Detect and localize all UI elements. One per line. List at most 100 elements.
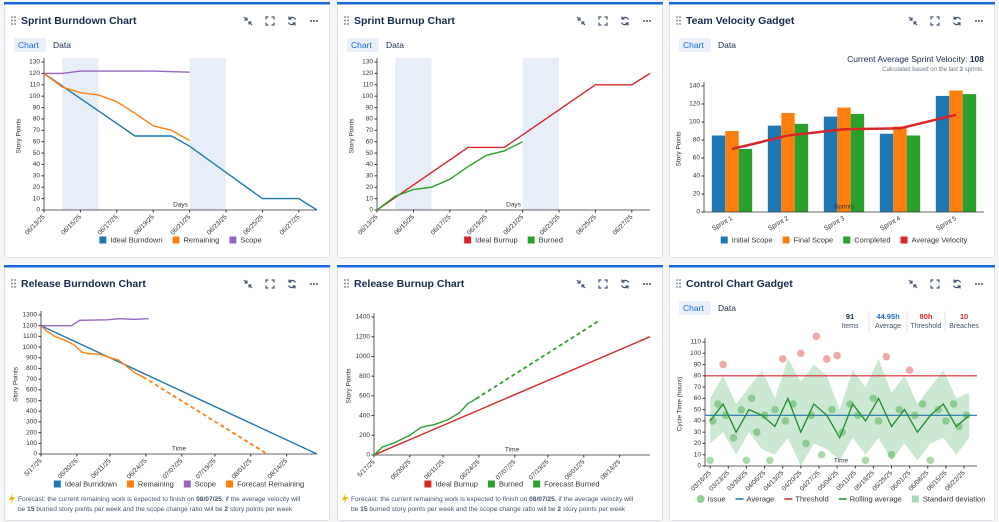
issue-point[interactable] bbox=[747, 394, 756, 403]
legend-entry[interactable]: Issue bbox=[696, 494, 726, 503]
issue-point[interactable] bbox=[789, 400, 797, 408]
legend-label: Rolling average bbox=[850, 494, 902, 503]
legend-entry[interactable]: Forecast Burned bbox=[533, 479, 600, 488]
tab[interactable]: Data bbox=[718, 303, 736, 313]
issue-point[interactable] bbox=[714, 400, 722, 408]
expand-icon[interactable] bbox=[930, 279, 940, 289]
legend-entry[interactable]: Scope bbox=[229, 235, 262, 244]
issue-point[interactable] bbox=[934, 405, 942, 414]
tab[interactable]: Chart bbox=[683, 40, 704, 50]
issue-point[interactable] bbox=[828, 405, 836, 414]
expand-icon[interactable] bbox=[930, 16, 940, 26]
issue-point[interactable] bbox=[887, 450, 896, 459]
issue-point[interactable] bbox=[807, 411, 816, 420]
issue-point[interactable] bbox=[708, 417, 717, 425]
legend-entry[interactable]: Final Scope bbox=[782, 235, 834, 244]
refresh-icon[interactable] bbox=[287, 16, 297, 26]
issue-point[interactable] bbox=[817, 450, 826, 459]
expand-icon[interactable] bbox=[265, 16, 275, 26]
tab-active-bg bbox=[347, 38, 379, 52]
more-icon[interactable] bbox=[643, 283, 651, 285]
legend-entry[interactable]: Ideal Burndown bbox=[99, 235, 162, 244]
issue-point[interactable] bbox=[846, 400, 854, 408]
refresh-icon[interactable] bbox=[952, 16, 962, 26]
tab[interactable]: Chart bbox=[683, 303, 704, 313]
issue-point[interactable] bbox=[869, 394, 878, 403]
issue-point[interactable] bbox=[778, 355, 787, 363]
more-icon[interactable] bbox=[310, 283, 318, 285]
legend-entry[interactable]: Scope bbox=[183, 479, 216, 488]
collapse-icon[interactable] bbox=[576, 279, 586, 289]
issue-point[interactable] bbox=[760, 411, 769, 420]
more-icon[interactable] bbox=[310, 20, 318, 22]
expand-icon[interactable] bbox=[265, 279, 275, 289]
issue-point[interactable] bbox=[918, 400, 927, 408]
more-icon[interactable] bbox=[975, 20, 983, 22]
issue-point[interactable] bbox=[706, 456, 714, 465]
issue-point[interactable] bbox=[895, 405, 904, 414]
legend-symbol bbox=[720, 236, 728, 244]
issue-point[interactable] bbox=[911, 411, 919, 420]
issue-point[interactable] bbox=[822, 355, 831, 363]
legend-entry[interactable]: Initial Scope bbox=[720, 235, 773, 244]
issue-point[interactable] bbox=[882, 352, 891, 361]
collapse-icon[interactable] bbox=[243, 279, 253, 289]
collapse-icon[interactable] bbox=[908, 279, 918, 289]
refresh-icon[interactable] bbox=[287, 279, 297, 289]
tab[interactable]: Chart bbox=[18, 40, 39, 50]
issue-point[interactable] bbox=[874, 417, 883, 425]
y-tick-label: 800 bbox=[26, 365, 37, 372]
legend-entry[interactable]: Average Velocity bbox=[900, 235, 968, 244]
issue-point[interactable] bbox=[719, 360, 727, 369]
legend-entry[interactable]: Rolling average bbox=[838, 494, 902, 503]
issue-point[interactable] bbox=[781, 417, 790, 425]
issue-point[interactable] bbox=[854, 411, 862, 420]
issue-point[interactable] bbox=[737, 405, 746, 414]
legend-entry[interactable]: Ideal Burnup bbox=[464, 235, 518, 244]
issue-point[interactable] bbox=[838, 428, 847, 436]
legend-entry[interactable]: Burned bbox=[527, 235, 563, 244]
refresh-icon[interactable] bbox=[620, 279, 630, 289]
issue-point[interactable] bbox=[949, 400, 958, 408]
legend-entry[interactable]: Completed bbox=[843, 235, 891, 244]
collapse-icon[interactable] bbox=[908, 16, 918, 26]
issue-point[interactable] bbox=[742, 456, 751, 465]
refresh-icon[interactable] bbox=[952, 279, 962, 289]
tab[interactable]: Data bbox=[53, 40, 71, 50]
issue-point[interactable] bbox=[942, 417, 950, 425]
legend-entry[interactable]: Remaining bbox=[126, 479, 174, 488]
tab[interactable]: Chart bbox=[351, 40, 372, 50]
issue-point[interactable] bbox=[905, 366, 914, 374]
issue-point[interactable] bbox=[802, 439, 810, 448]
legend-entry[interactable]: Standard deviation bbox=[911, 494, 986, 503]
legend-entry[interactable]: Burned bbox=[487, 479, 523, 488]
legend-entry[interactable]: Average bbox=[735, 494, 775, 503]
refresh-icon[interactable] bbox=[620, 16, 630, 26]
legend-entry[interactable]: Threshold bbox=[784, 494, 829, 503]
tab[interactable]: Data bbox=[386, 40, 404, 50]
issue-point[interactable] bbox=[765, 456, 774, 465]
legend-entry[interactable]: Ideal Burndown bbox=[53, 479, 117, 488]
issue-point[interactable] bbox=[833, 351, 841, 360]
expand-icon[interactable] bbox=[598, 279, 608, 289]
legend-entry[interactable]: Forecast Remaining bbox=[226, 479, 304, 488]
tab[interactable]: Data bbox=[718, 40, 736, 50]
issue-point[interactable] bbox=[861, 456, 870, 465]
collapse-icon[interactable] bbox=[243, 16, 253, 26]
issue-point[interactable] bbox=[797, 349, 805, 358]
series-line bbox=[475, 319, 601, 400]
issue-point[interactable] bbox=[721, 411, 730, 420]
issue-point[interactable] bbox=[926, 456, 935, 465]
issue-point[interactable] bbox=[812, 332, 821, 341]
issue-point[interactable] bbox=[955, 422, 963, 431]
more-icon[interactable] bbox=[975, 283, 983, 285]
more-icon[interactable] bbox=[643, 20, 651, 22]
legend-entry[interactable]: Remaining bbox=[172, 235, 219, 244]
expand-icon[interactable] bbox=[598, 16, 608, 26]
collapse-icon[interactable] bbox=[576, 16, 586, 26]
issue-point[interactable] bbox=[962, 411, 971, 420]
issue-point[interactable] bbox=[753, 428, 761, 436]
issue-point[interactable] bbox=[729, 434, 738, 442]
issue-point[interactable] bbox=[771, 405, 779, 414]
legend-entry[interactable]: Ideal Burnup bbox=[424, 479, 478, 488]
